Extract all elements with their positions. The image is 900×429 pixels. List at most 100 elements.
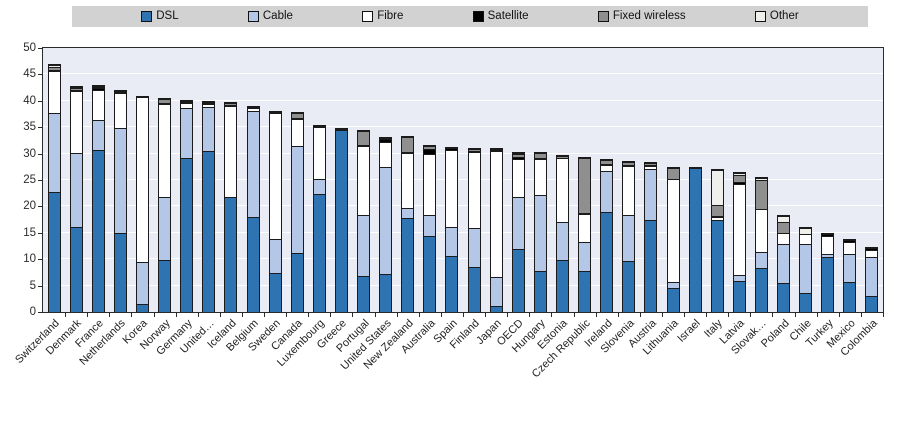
x-tick bbox=[418, 313, 420, 317]
segment-satellite bbox=[711, 216, 723, 217]
segment-fixed-wireless bbox=[92, 87, 104, 88]
segment-fibre bbox=[645, 166, 657, 169]
segment-dsl bbox=[181, 158, 193, 312]
segment-cable bbox=[380, 167, 392, 274]
gridline-5 bbox=[43, 284, 883, 286]
bar-greece bbox=[334, 128, 348, 312]
segment-fixed-wireless bbox=[402, 137, 414, 152]
bar-japan bbox=[489, 148, 503, 312]
broadband-stacked-bar-chart: { "legend": { "items": [ {"label": "DSL"… bbox=[13, 6, 884, 381]
segment-dsl bbox=[866, 296, 878, 312]
segment-fixed-wireless bbox=[667, 168, 679, 179]
segment-cable bbox=[623, 215, 635, 261]
bar-denmark bbox=[69, 86, 83, 312]
segment-fibre bbox=[866, 250, 878, 257]
segment-other bbox=[778, 216, 790, 222]
segment-cable bbox=[203, 107, 215, 151]
segment-fixed-wireless bbox=[645, 163, 657, 165]
bar-germany bbox=[180, 100, 194, 312]
y-axis-label: 10 bbox=[23, 253, 36, 266]
legend-swatch-icon bbox=[141, 11, 153, 22]
x-tick bbox=[485, 313, 487, 317]
segment-fibre bbox=[291, 119, 303, 146]
segment-satellite bbox=[822, 234, 834, 236]
segment-fibre bbox=[159, 104, 171, 197]
segment-fibre bbox=[490, 151, 502, 277]
segment-satellite bbox=[424, 149, 436, 154]
segment-satellite bbox=[534, 158, 546, 159]
segment-dsl bbox=[711, 220, 723, 312]
y-axis-label: 45 bbox=[23, 68, 36, 81]
segment-cable bbox=[48, 113, 60, 192]
segment-dsl bbox=[512, 249, 524, 312]
x-tick bbox=[617, 313, 619, 317]
segment-dsl bbox=[402, 218, 414, 312]
legend-label: Cable bbox=[262, 9, 293, 22]
segment-satellite bbox=[623, 165, 635, 166]
bar-mexico bbox=[843, 239, 857, 312]
y-tick bbox=[38, 127, 42, 129]
bar-australia bbox=[423, 145, 437, 312]
y-axis-label: 25 bbox=[23, 174, 36, 186]
segment-satellite bbox=[181, 102, 193, 103]
bar-colombia bbox=[865, 247, 879, 312]
segment-fibre bbox=[800, 234, 812, 244]
segment-dsl bbox=[800, 293, 812, 312]
x-tick bbox=[65, 313, 67, 317]
segment-fibre bbox=[380, 142, 392, 167]
segment-fibre bbox=[733, 184, 745, 275]
segment-fibre bbox=[446, 150, 458, 227]
segment-satellite bbox=[291, 118, 303, 119]
segment-dsl bbox=[623, 261, 635, 312]
bar-hungary bbox=[533, 152, 547, 312]
segment-fibre bbox=[844, 242, 856, 254]
segment-satellite bbox=[247, 107, 259, 108]
segment-satellite bbox=[512, 157, 524, 159]
segment-fixed-wireless bbox=[468, 149, 480, 151]
segment-satellite bbox=[225, 105, 237, 106]
segment-dsl bbox=[48, 192, 60, 312]
segment-fixed-wireless bbox=[203, 102, 215, 103]
legend-label: Fixed wireless bbox=[612, 9, 686, 22]
x-tick bbox=[883, 313, 884, 317]
x-tick bbox=[396, 313, 398, 317]
bar-israel bbox=[688, 167, 702, 312]
segment-dsl bbox=[424, 236, 436, 312]
segment-fixed-wireless bbox=[48, 67, 60, 70]
segment-cable bbox=[136, 262, 148, 304]
y-tick bbox=[38, 48, 42, 49]
bar-switzerland bbox=[47, 64, 61, 312]
segment-dsl bbox=[225, 197, 237, 312]
bar-slovak- bbox=[754, 177, 768, 312]
gridline-25 bbox=[43, 179, 883, 180]
legend-swatch-icon bbox=[362, 11, 374, 22]
segment-fibre bbox=[711, 217, 723, 220]
y-tick bbox=[38, 312, 42, 313]
segment-fibre bbox=[755, 209, 767, 252]
segment-other bbox=[114, 91, 126, 92]
segment-satellite bbox=[733, 182, 745, 184]
segment-dsl bbox=[291, 253, 303, 312]
x-tick bbox=[264, 313, 266, 317]
segment-dsl bbox=[778, 283, 790, 312]
segment-fibre bbox=[667, 179, 679, 282]
segment-satellite bbox=[70, 90, 82, 91]
y-axis-label: 0 bbox=[29, 306, 36, 318]
segment-fixed-wireless bbox=[424, 146, 436, 149]
bar-slovenia bbox=[622, 161, 636, 312]
segment-fixed-wireless bbox=[358, 131, 370, 145]
legend-swatch-icon bbox=[472, 11, 484, 22]
chart-legend: DSL Cable Fibre Satellite Fixed wireless Othe… bbox=[72, 6, 868, 27]
bar-iceland bbox=[224, 102, 238, 312]
segment-satellite bbox=[844, 240, 856, 242]
segment-cable bbox=[512, 197, 524, 249]
segment-dsl bbox=[645, 220, 657, 312]
bar-canada bbox=[290, 112, 304, 312]
x-tick bbox=[175, 313, 177, 317]
gridline-35 bbox=[43, 126, 883, 128]
bar-korea bbox=[135, 96, 149, 312]
legend-swatch-icon bbox=[597, 11, 609, 22]
segment-fibre bbox=[534, 159, 546, 195]
segment-fixed-wireless bbox=[159, 99, 171, 103]
segment-cable bbox=[424, 215, 436, 236]
